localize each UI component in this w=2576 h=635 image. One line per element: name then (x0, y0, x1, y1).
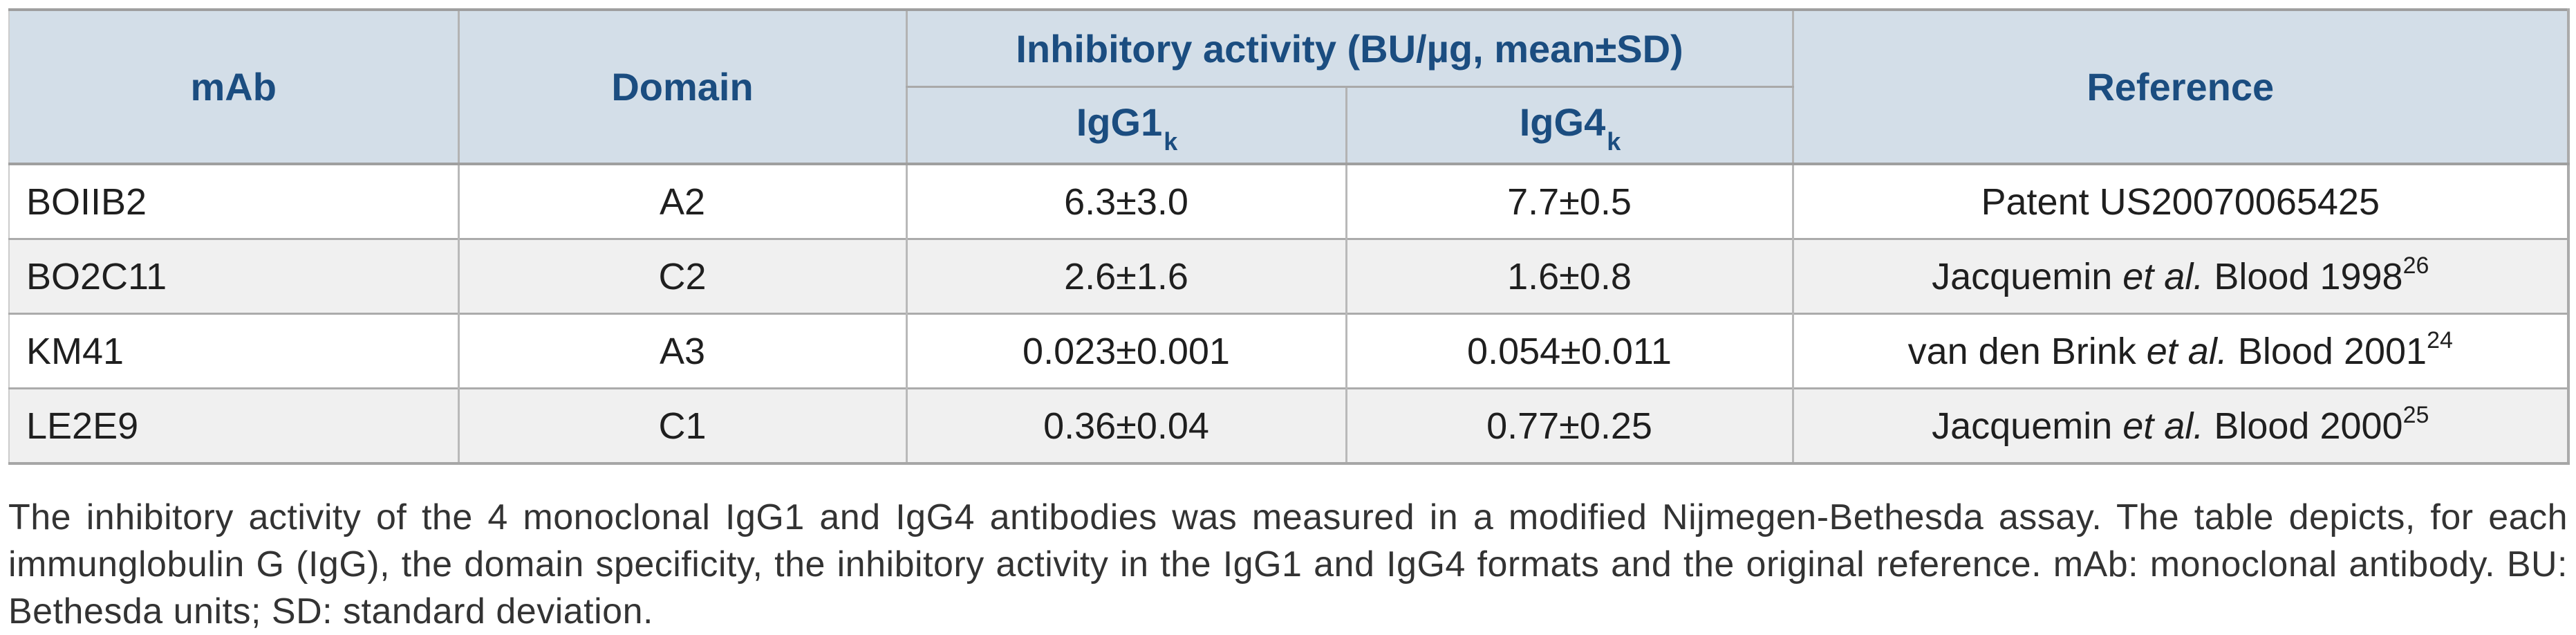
table-row: BO2C11 C2 2.6±1.6 1.6±0.8 Jacquemin et a… (9, 238, 2568, 314)
cell-reference: Jacquemin et al. Blood 199826 (1791, 238, 2568, 314)
cell-domain: C2 (457, 238, 906, 314)
table-row: LE2E9 C1 0.36±0.04 0.77±0.25 Jacquemin e… (9, 387, 2568, 463)
cell-reference: van den Brink et al. Blood 200124 (1791, 313, 2568, 389)
reference-etal: et al. (2122, 405, 2204, 447)
cell-mab: KM41 (9, 313, 458, 389)
cell-igg4-activity: 0.77±0.25 (1345, 387, 1793, 463)
reference-citation-number: 24 (2427, 326, 2453, 353)
cell-domain: A3 (457, 313, 906, 389)
cell-reference: Patent US20070065425 (1791, 164, 2568, 239)
col-header-mab: mAb (9, 10, 458, 164)
reference-etal: et al. (2146, 330, 2228, 372)
col-header-igg1: IgG1k (905, 86, 1346, 164)
reference-text: Patent US20070065425 (1981, 181, 2380, 223)
cell-igg1-activity: 2.6±1.6 (905, 238, 1346, 314)
mab-activity-table: mAb Domain Inhibitory activity (BU/µg, m… (8, 8, 2570, 465)
table-row: BOIIB2 A2 6.3±3.0 7.7±0.5 Patent US20070… (9, 164, 2568, 239)
igg1-kappa-subscript: k (1164, 127, 1178, 156)
cell-domain: C1 (457, 387, 906, 463)
cell-igg4-activity: 0.054±0.011 (1345, 313, 1793, 389)
col-header-domain: Domain (457, 10, 906, 164)
reference-text: Jacquemin (1932, 255, 2123, 297)
cell-igg1-activity: 0.023±0.001 (905, 313, 1346, 389)
col-header-reference: Reference (1791, 10, 2568, 164)
cell-mab: BO2C11 (9, 238, 458, 314)
table-caption: The inhibitory activity of the 4 monoclo… (8, 497, 2568, 632)
cell-igg4-activity: 1.6±0.8 (1345, 238, 1793, 314)
col-header-activity-group: Inhibitory activity (BU/µg, mean±SD) (905, 10, 1793, 88)
cell-reference: Jacquemin et al. Blood 200025 (1791, 387, 2568, 463)
cell-mab: LE2E9 (9, 387, 458, 463)
reference-text: Jacquemin (1932, 405, 2123, 447)
igg4-kappa-subscript: k (1607, 127, 1621, 156)
reference-text: Blood 2000 (2203, 405, 2403, 447)
cell-igg4-activity: 7.7±0.5 (1345, 164, 1793, 239)
cell-igg1-activity: 0.36±0.04 (905, 387, 1346, 463)
reference-text: Blood 2001 (2227, 330, 2427, 372)
reference-citation-number: 26 (2402, 252, 2429, 279)
igg1-label: IgG1 (1076, 100, 1163, 145)
cell-mab: BOIIB2 (9, 164, 458, 239)
col-header-igg4: IgG4k (1345, 86, 1793, 164)
igg4-label: IgG4 (1519, 100, 1606, 145)
reference-text: van den Brink (1907, 330, 2147, 372)
table-row: KM41 A3 0.023±0.001 0.054±0.011 van den … (9, 313, 2568, 389)
cell-igg1-activity: 6.3±3.0 (905, 164, 1346, 239)
reference-etal: et al. (2122, 255, 2204, 297)
reference-citation-number: 25 (2402, 401, 2429, 428)
reference-text: Blood 1998 (2203, 255, 2403, 297)
cell-domain: A2 (457, 164, 906, 239)
